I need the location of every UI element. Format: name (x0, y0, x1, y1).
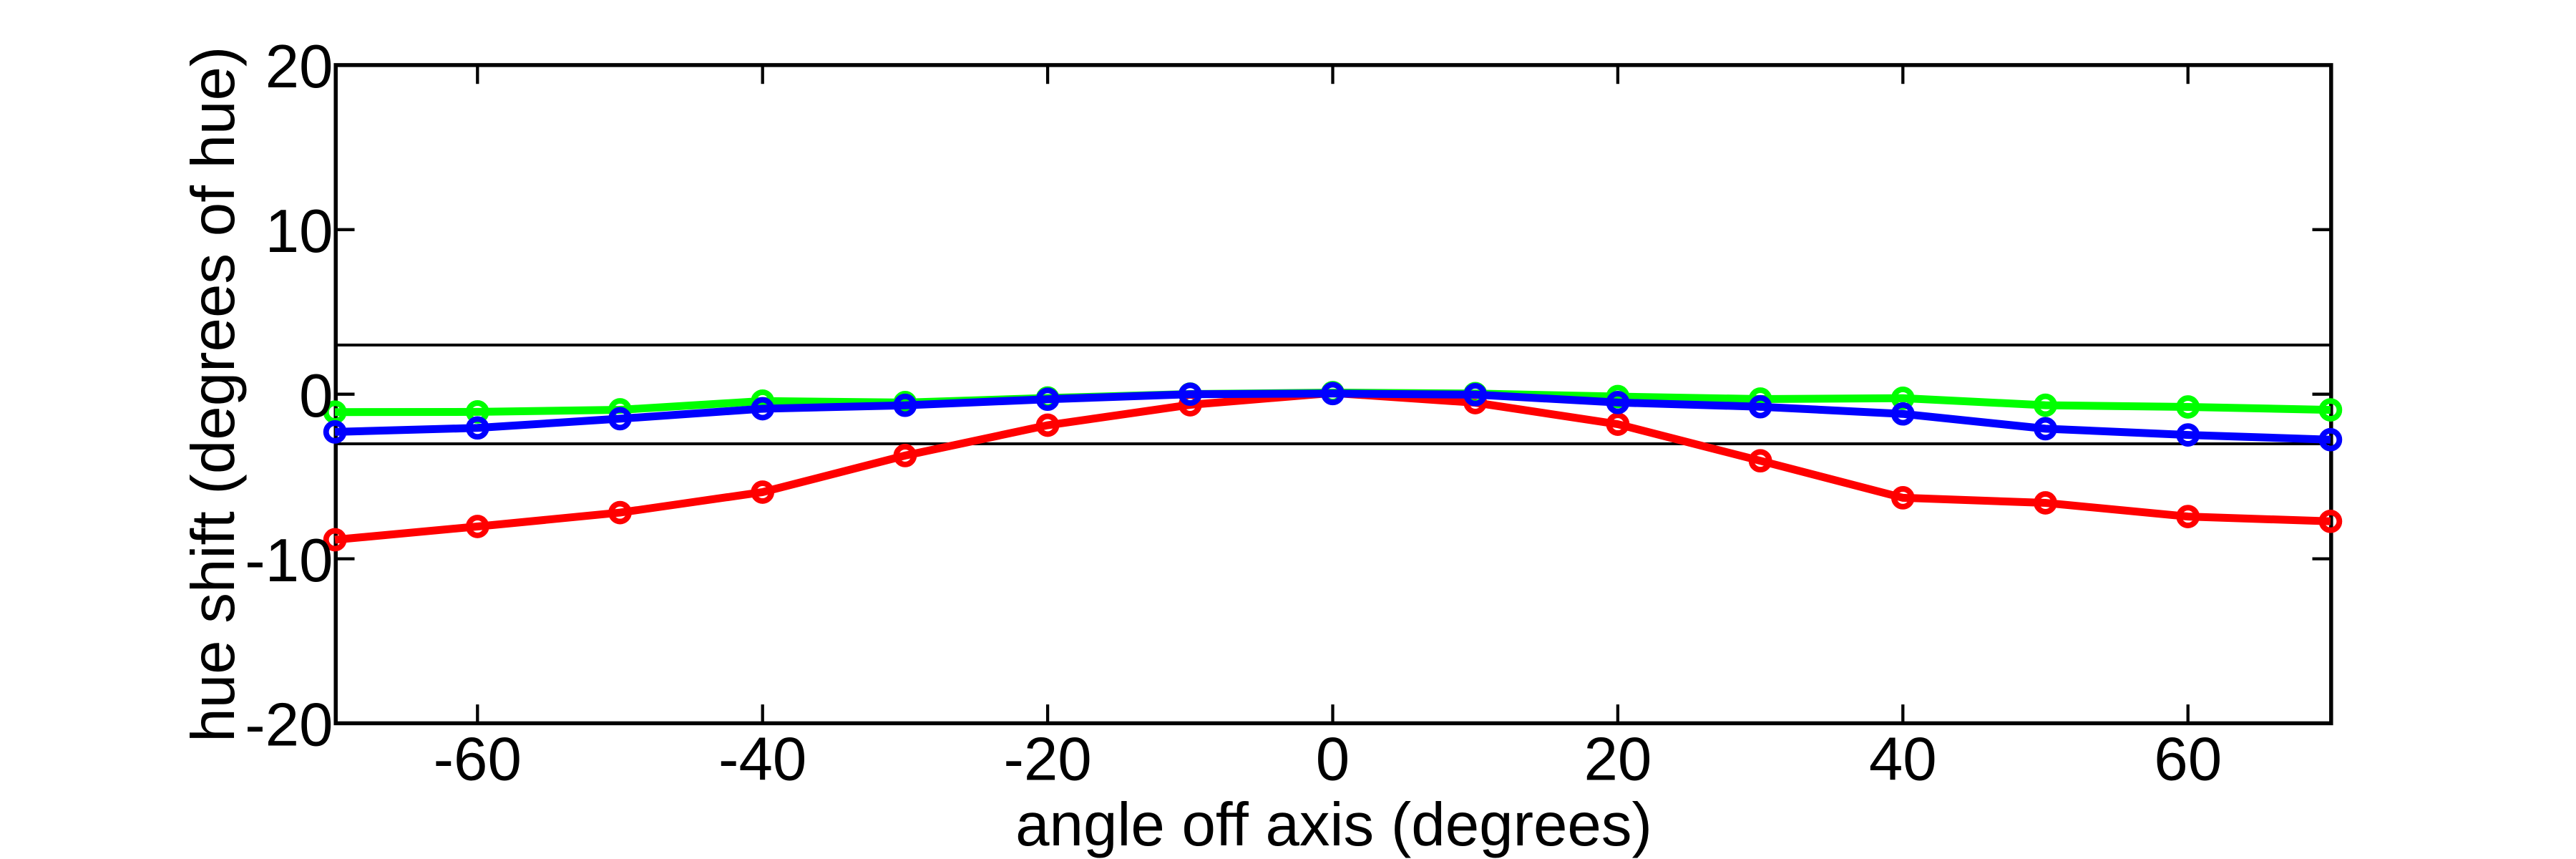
svg-text:40: 40 (1869, 726, 1937, 794)
svg-text:-10: -10 (245, 527, 333, 595)
svg-text:20: 20 (265, 33, 333, 101)
svg-text:10: 10 (265, 198, 333, 266)
svg-text:hue shift (degrees of hue): hue shift (degrees of hue) (180, 47, 248, 742)
svg-text:20: 20 (1584, 726, 1652, 794)
svg-text:angle off axis (degrees): angle off axis (degrees) (1015, 791, 1652, 859)
svg-text:0: 0 (299, 362, 333, 430)
svg-text:-20: -20 (1003, 726, 1091, 794)
svg-text:0: 0 (1316, 726, 1350, 794)
svg-text:-60: -60 (434, 726, 522, 794)
svg-text:60: 60 (2154, 726, 2222, 794)
svg-text:-20: -20 (245, 691, 333, 759)
svg-text:-40: -40 (718, 726, 806, 794)
